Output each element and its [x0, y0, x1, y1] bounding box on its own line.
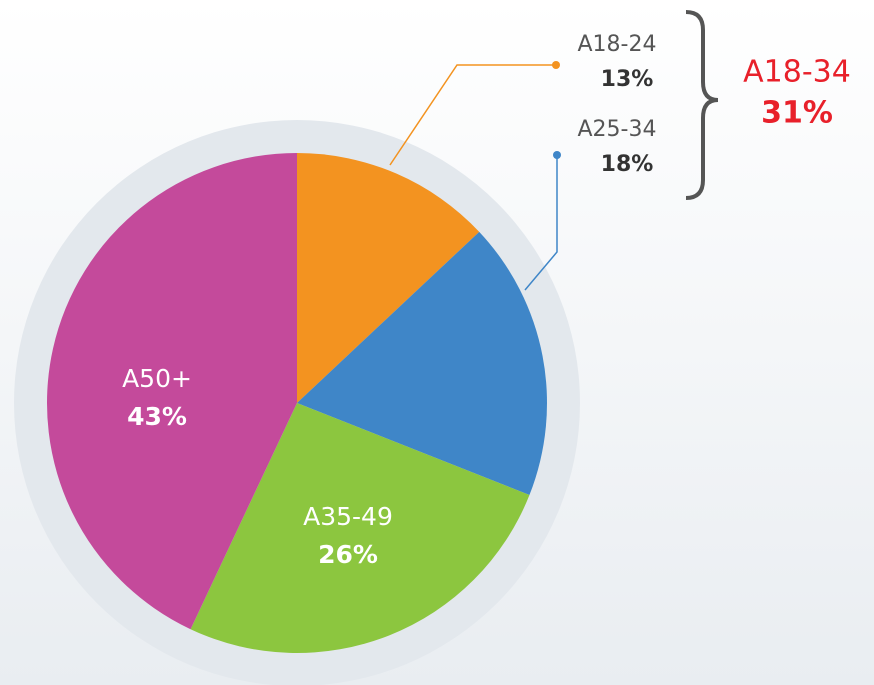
pie-slice — [190, 403, 530, 654]
group-brace — [685, 10, 719, 200]
slices — [46, 153, 547, 654]
pie-slice — [297, 231, 547, 496]
pie-slice — [297, 153, 480, 403]
slice-value-label: 13% — [601, 67, 654, 92]
slice-value-label: 26% — [318, 540, 378, 569]
slice-category: A18-24 — [578, 32, 657, 57]
slice-category: A50+ — [122, 364, 192, 393]
annotation-label: A18-34 — [743, 55, 851, 90]
slice-category: A35-49 — [303, 502, 393, 531]
leader-line — [389, 64, 556, 166]
leader-dot — [553, 151, 561, 159]
leader-line — [524, 155, 558, 291]
slice-value-label: 43% — [127, 402, 187, 431]
slice-value-label: 18% — [601, 152, 654, 177]
pie-slice — [46, 153, 297, 630]
slice-category: A25-34 — [578, 117, 657, 142]
leader-dot — [552, 61, 560, 69]
annotation-value: 31% — [761, 96, 833, 131]
